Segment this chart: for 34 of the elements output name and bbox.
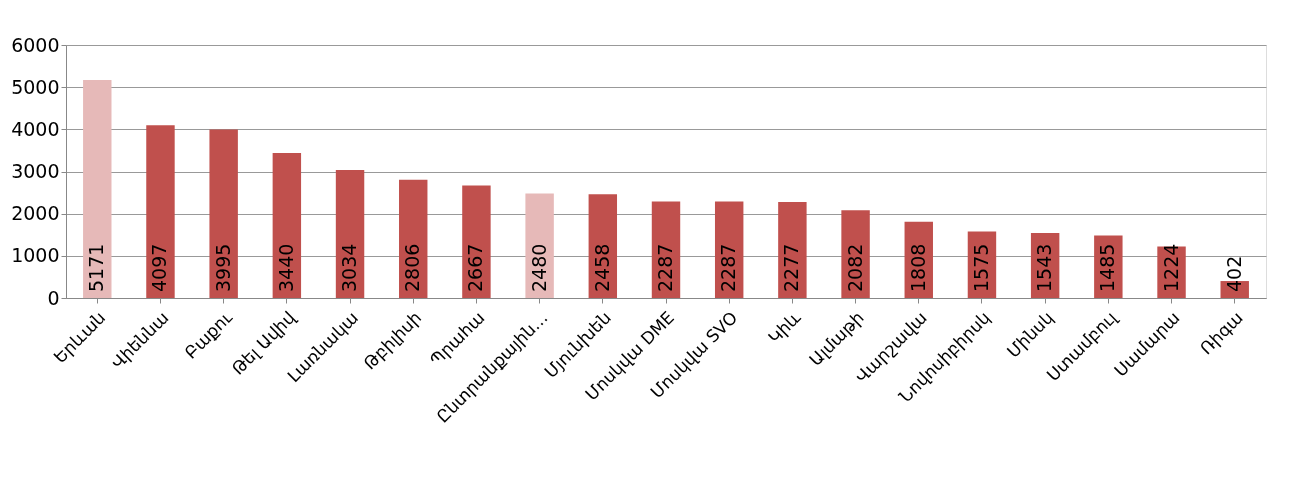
y-tick-label: 6000 [11,33,60,56]
data-label: 2277 [780,243,803,292]
y-tick-label: 1000 [11,244,60,267]
data-label: 2667 [464,243,487,292]
data-label: 2480 [527,243,550,292]
data-label: 2082 [843,243,866,292]
data-label: 2287 [654,243,676,292]
y-tick-label: 4000 [11,117,60,140]
y-tick-label: 2000 [11,202,60,225]
data-label: 1575 [969,243,992,292]
data-label: 1808 [906,243,929,292]
x-tick-label: Կիև [764,307,805,348]
y-tick-label: 5000 [11,75,60,98]
bar [146,125,175,298]
data-label: 402 [1222,255,1245,292]
y-tick-label: 0 [47,286,60,309]
bar [525,193,554,298]
y-tick-label: 3000 [11,160,60,182]
data-label: 1485 [1096,243,1119,292]
bar [209,129,238,298]
data-label: 3440 [274,243,297,292]
bar [272,152,302,298]
bar [462,185,491,298]
data-label: 2806 [401,243,424,292]
data-label: 3995 [211,243,234,292]
data-label: 1543 [1033,243,1056,292]
data-label: 2458 [590,243,613,292]
data-label: 3034 [338,243,361,292]
bar [83,79,112,298]
bar [778,201,807,298]
data-label: 4097 [148,243,171,292]
data-label: 1224 [1159,243,1182,292]
data-label: 5171 [85,243,108,292]
data-label: 2287 [717,243,740,292]
